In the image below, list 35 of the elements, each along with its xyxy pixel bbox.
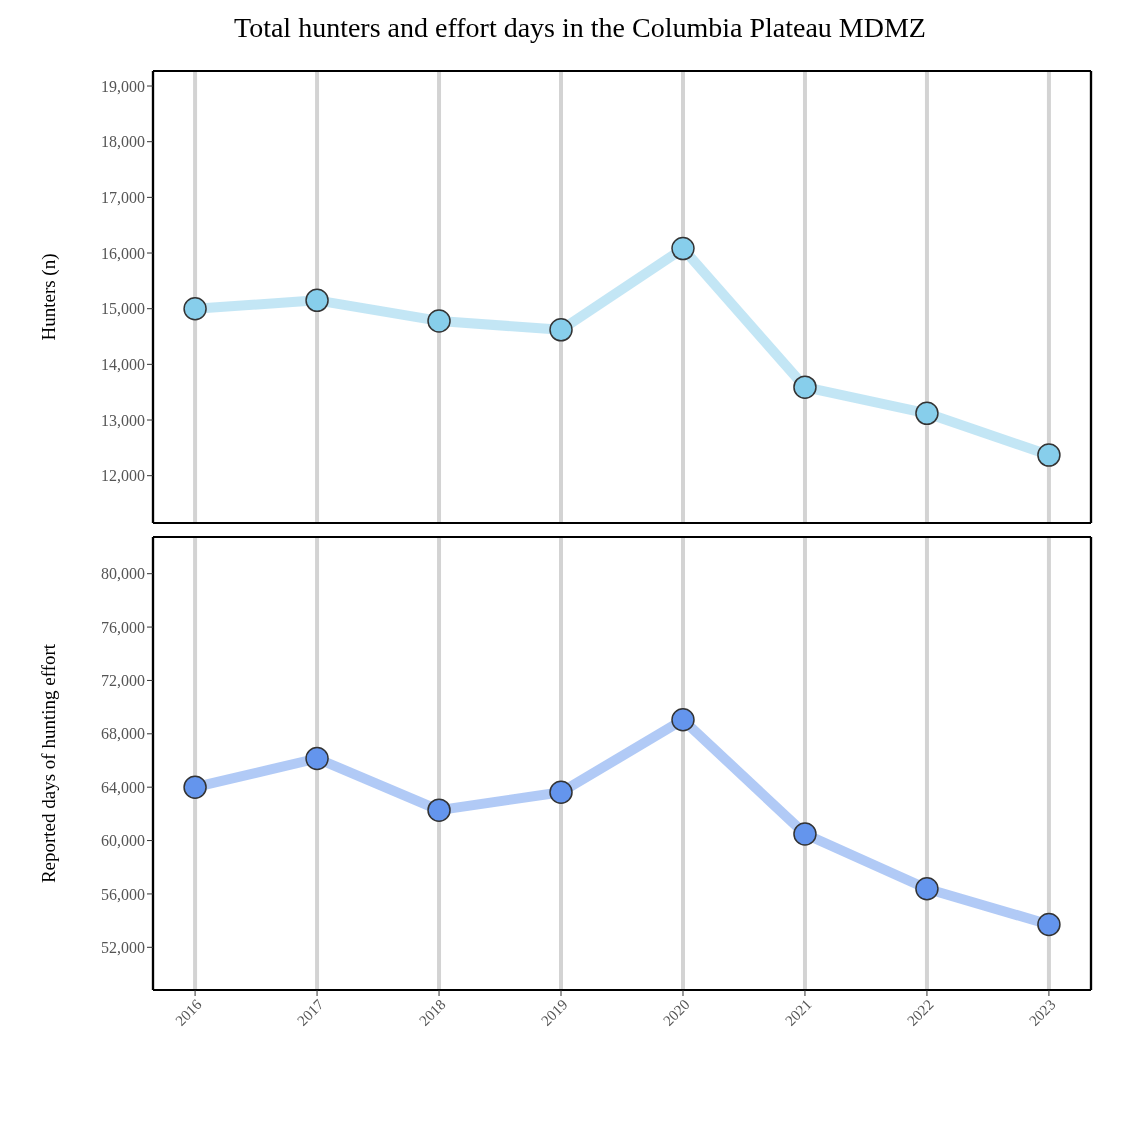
point: [549, 318, 573, 342]
point: [427, 309, 451, 333]
point: [671, 236, 695, 261]
y-tick-label: 76,000: [101, 618, 145, 636]
y-tick-label: 19,000: [101, 77, 145, 95]
point: [183, 296, 207, 321]
point: [183, 775, 207, 799]
point: [915, 876, 939, 901]
y-tick-label: 14,000: [101, 356, 145, 374]
y-axis-title: Reported days of hunting effort: [37, 643, 59, 884]
y-tick-label: 17,000: [101, 189, 145, 207]
y-tick-label: 52,000: [101, 938, 145, 956]
y-axis-title: Hunters (n): [37, 253, 60, 341]
y-tick-label: 15,000: [101, 300, 145, 318]
point: [915, 401, 939, 426]
y-tick-label: 16,000: [101, 244, 145, 262]
point: [1037, 443, 1061, 467]
point: [305, 746, 329, 771]
point: [427, 798, 451, 822]
y-tick-label: 56,000: [101, 885, 145, 903]
y-tick-label: 60,000: [101, 832, 145, 850]
point: [671, 708, 695, 732]
y-tick-label: 13,000: [101, 411, 145, 429]
y-tick-label: 80,000: [101, 565, 145, 583]
point: [305, 288, 329, 313]
y-tick-label: 18,000: [101, 133, 145, 151]
y-tick-label: 68,000: [101, 725, 145, 743]
y-tick-label: 72,000: [101, 672, 145, 690]
chart-title: Total hunters and effort days in the Columbia Plateau MDMZ: [233, 11, 927, 45]
point: [793, 375, 817, 399]
y-tick-label: 64,000: [101, 778, 145, 796]
y-tick-label: 12,000: [101, 467, 145, 485]
point: [549, 780, 573, 804]
point: [793, 822, 817, 846]
point: [1037, 912, 1061, 937]
